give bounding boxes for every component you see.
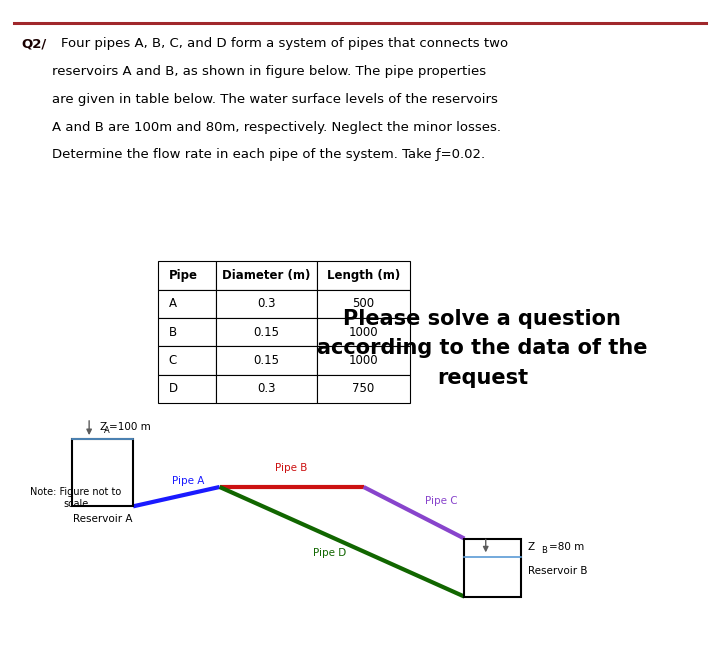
Bar xyxy=(158,261,216,290)
Text: Please solve a question
according to the data of the
request: Please solve a question according to the… xyxy=(317,309,648,388)
Bar xyxy=(72,439,133,506)
Text: 0.3: 0.3 xyxy=(257,297,276,310)
Text: B: B xyxy=(168,326,177,339)
Bar xyxy=(158,346,216,375)
Bar xyxy=(216,261,317,290)
Text: 0.3: 0.3 xyxy=(257,382,276,395)
Text: Length (m): Length (m) xyxy=(327,269,400,282)
Text: A: A xyxy=(104,426,110,435)
Text: Z: Z xyxy=(99,422,107,432)
Text: 750: 750 xyxy=(353,382,374,395)
Text: =80 m: =80 m xyxy=(549,542,585,552)
Bar xyxy=(317,290,410,318)
Text: A and B are 100m and 80m, respectively. Neglect the minor losses.: A and B are 100m and 80m, respectively. … xyxy=(52,121,501,134)
Text: are given in table below. The water surface levels of the reservoirs: are given in table below. The water surf… xyxy=(52,93,498,106)
Text: Z: Z xyxy=(528,542,535,552)
Text: Pipe D: Pipe D xyxy=(313,548,346,559)
Text: 1000: 1000 xyxy=(348,326,379,339)
Text: Pipe C: Pipe C xyxy=(425,496,457,506)
Text: reservoirs A and B, as shown in figure below. The pipe properties: reservoirs A and B, as shown in figure b… xyxy=(52,65,486,78)
Bar xyxy=(216,318,317,346)
Text: A: A xyxy=(168,297,177,310)
Text: Pipe: Pipe xyxy=(168,269,198,282)
Text: 0.15: 0.15 xyxy=(253,326,279,339)
Text: Pipe B: Pipe B xyxy=(276,462,307,473)
Bar xyxy=(158,290,216,318)
Text: Note: Figure not to
scale: Note: Figure not to scale xyxy=(30,487,121,508)
Text: Determine the flow rate in each pipe of the system. Take ƒ=0.02.: Determine the flow rate in each pipe of … xyxy=(52,148,485,161)
Text: 500: 500 xyxy=(353,297,374,310)
Bar xyxy=(317,375,410,403)
Text: D: D xyxy=(168,382,178,395)
Text: 0.15: 0.15 xyxy=(253,354,279,367)
Text: Reservoir A: Reservoir A xyxy=(73,514,132,524)
Bar xyxy=(317,318,410,346)
Text: C: C xyxy=(168,354,177,367)
Text: 1000: 1000 xyxy=(348,354,379,367)
Bar xyxy=(216,346,317,375)
Bar xyxy=(158,318,216,346)
Bar xyxy=(317,261,410,290)
Text: Q2/: Q2/ xyxy=(22,37,47,50)
Bar xyxy=(216,375,317,403)
Text: =100 m: =100 m xyxy=(109,422,150,432)
Text: Diameter (m): Diameter (m) xyxy=(222,269,310,282)
Bar xyxy=(216,290,317,318)
Bar xyxy=(464,539,521,597)
Bar xyxy=(317,346,410,375)
Bar xyxy=(158,375,216,403)
Text: Reservoir B: Reservoir B xyxy=(528,566,588,577)
Text: B: B xyxy=(541,546,546,555)
Text: Four pipes A, B, C, and D form a system of pipes that connects two: Four pipes A, B, C, and D form a system … xyxy=(61,37,508,50)
Text: Pipe A: Pipe A xyxy=(172,476,204,486)
